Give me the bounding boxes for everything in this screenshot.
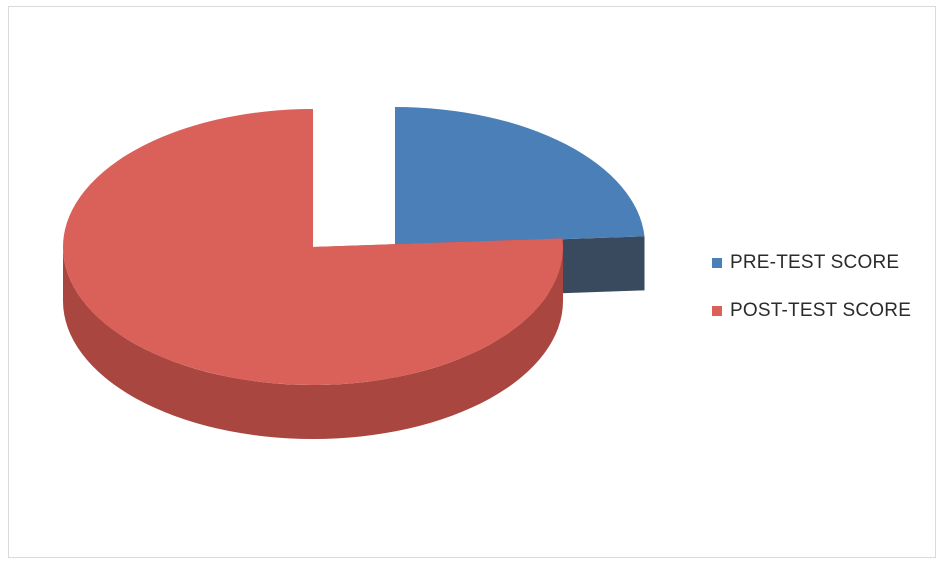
legend-swatch-pre-test <box>712 258 722 268</box>
chart-legend: PRE-TEST SCORE POST-TEST SCORE <box>712 250 911 346</box>
pie-slice-post-test-top <box>62 109 563 385</box>
legend-label-pre-test: PRE-TEST SCORE <box>730 252 900 273</box>
pie-slice-pre-test-top <box>395 107 645 245</box>
legend-item-post-test: POST-TEST SCORE <box>712 298 911 324</box>
legend-label-post-test: POST-TEST SCORE <box>730 300 912 321</box>
pie-slice-post-test-side-0 <box>63 247 563 439</box>
pie-layer <box>62 107 645 439</box>
legend-item-pre-test: PRE-TEST SCORE <box>712 250 911 276</box>
pie-slice-post-test <box>62 109 563 439</box>
legend-swatch-post-test <box>712 306 722 316</box>
